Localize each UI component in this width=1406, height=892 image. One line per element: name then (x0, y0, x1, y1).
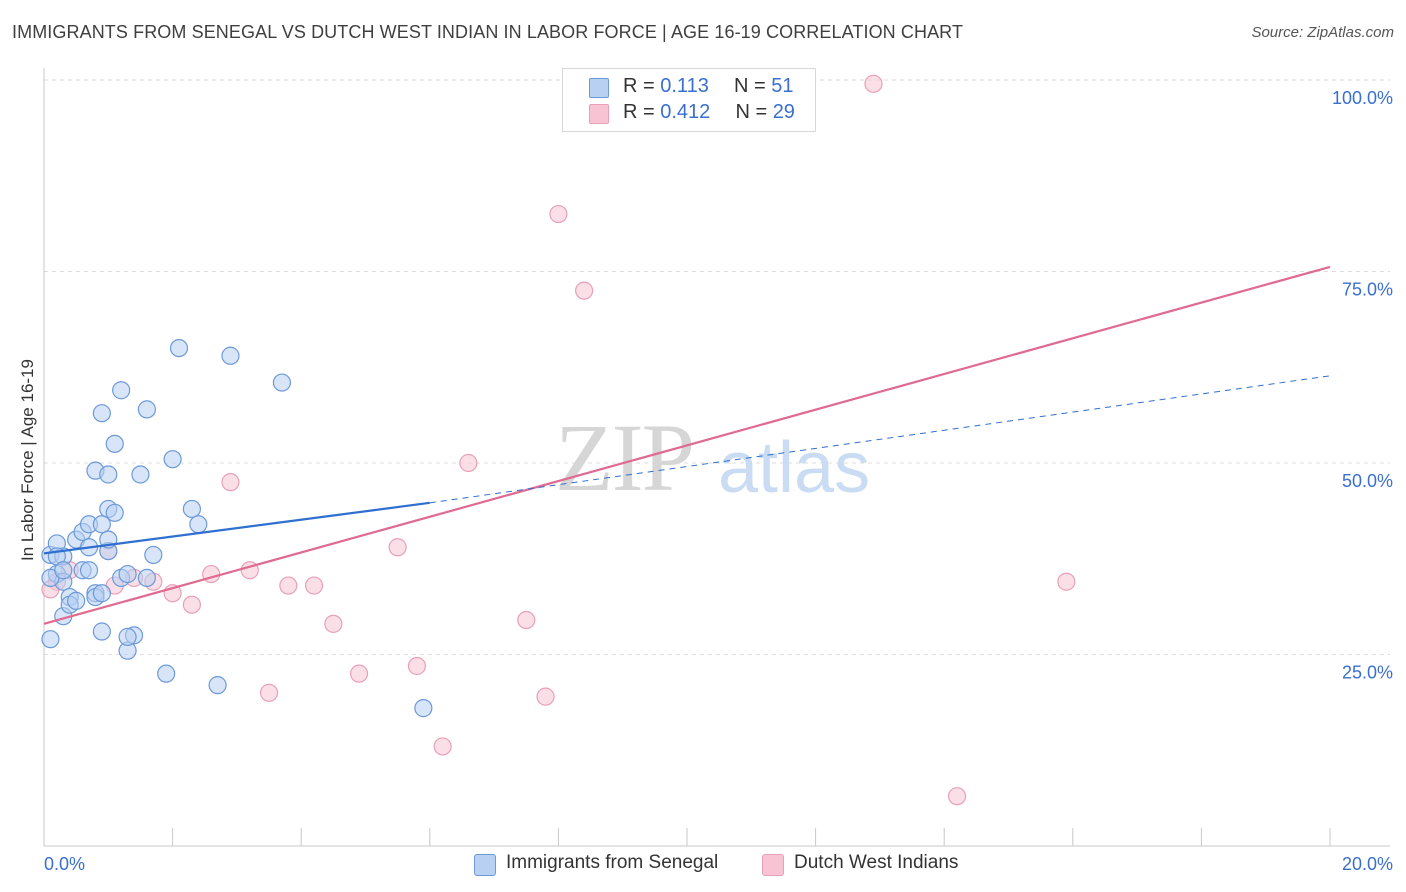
data-point-dutch-west-indians (259, 683, 279, 702)
watermark: ZIP atlas (555, 404, 870, 511)
data-point-senegal (79, 561, 99, 580)
data-point-senegal (92, 584, 111, 603)
data-point-senegal (67, 591, 86, 610)
watermark-zip: ZIP (555, 404, 693, 511)
data-point-dutch-west-indians (1057, 572, 1076, 591)
legend-r-value-senegal: 0.113 (660, 75, 709, 97)
data-point-senegal (92, 622, 111, 641)
data-point-senegal (41, 630, 60, 649)
trend-line-dutch-west-indians (43, 265, 1331, 625)
data-point-dutch-west-indians (221, 473, 240, 492)
grid-layer (44, 79, 1390, 655)
data-point-dutch-west-indians (864, 74, 883, 93)
data-point-senegal (169, 339, 189, 358)
data-point-dutch-west-indians (433, 737, 452, 756)
legend-r-label: R = (623, 101, 661, 123)
tick-labels: 25.0% 50.0% 75.0% 100.0% 0.0% 20.0% (44, 88, 1393, 874)
legend-n-value-senegal: 51 (771, 75, 794, 97)
data-point-dutch-west-indians (575, 281, 594, 300)
data-point-dutch-west-indians (304, 576, 324, 595)
data-point-senegal (99, 465, 118, 484)
data-point-dutch-west-indians (517, 610, 536, 630)
data-point-senegal (118, 627, 137, 646)
legend-swatch-senegal (589, 78, 609, 98)
data-point-dutch-west-indians (549, 204, 568, 224)
data-point-dutch-west-indians (279, 576, 298, 595)
data-point-dutch-west-indians (407, 656, 427, 676)
bottom-legend-swatch-dutch-west-indians (762, 854, 784, 876)
bottom-legend-label-dutch-west-indians: Dutch West Indians (794, 852, 959, 873)
data-point-senegal (92, 404, 111, 423)
data-point-dutch-west-indians (324, 614, 343, 633)
y-tick-label: 25.0% (1342, 663, 1393, 683)
data-point-senegal (92, 515, 111, 534)
data-point-senegal (118, 564, 137, 584)
x-tick-label: 0.0% (44, 854, 85, 874)
data-point-senegal (221, 346, 240, 365)
legend-n-value-dutch-west-indians: 29 (772, 101, 795, 123)
y-tick-label: 75.0% (1342, 280, 1393, 300)
trend-line-senegal (43, 501, 430, 555)
data-point-senegal (208, 676, 227, 695)
x-tick-label: 20.0% (1342, 854, 1393, 874)
source-label: Source: ZipAtlas.com (1251, 24, 1394, 41)
data-point-dutch-west-indians (459, 453, 478, 473)
data-point-dutch-west-indians (388, 538, 407, 557)
trend-lines (43, 265, 1331, 625)
legend-n-label: N = (735, 101, 773, 123)
data-point-senegal (144, 545, 163, 565)
bottom-legend-label-senegal: Immigrants from Senegal (506, 852, 719, 873)
y-axis-label: In Labor Force | Age 16-19 (18, 359, 37, 561)
bottom-legend-swatch-senegal (474, 854, 496, 876)
axis-layer (43, 68, 1390, 847)
data-point-senegal (137, 568, 156, 588)
correlation-legend: R = 0.113 N = 51 R = 0.412 N = 29 (562, 68, 816, 132)
data-point-senegal (157, 664, 176, 683)
y-tick-label: 100.0% (1332, 88, 1393, 108)
data-point-senegal (54, 561, 73, 580)
data-point-senegal (105, 434, 124, 453)
trend-line-senegal-extrapolated (429, 375, 1331, 504)
legend-n-label: N = (733, 75, 772, 97)
legend-r-label: R = (623, 75, 661, 97)
data-point-senegal (112, 381, 131, 400)
data-point-senegal (189, 515, 208, 534)
data-point-senegal (414, 699, 433, 718)
data-point-dutch-west-indians (536, 687, 555, 706)
data-point-dutch-west-indians (182, 595, 201, 614)
data-point-dutch-west-indians (349, 664, 369, 683)
data-point-senegal (163, 450, 182, 469)
data-point-senegal (131, 465, 150, 484)
data-point-senegal (105, 503, 124, 522)
watermark-atlas: atlas (718, 428, 870, 508)
series-senegal-points (41, 339, 433, 718)
data-point-senegal (182, 499, 201, 519)
legend-r-value-dutch-west-indians: 0.412 (660, 101, 711, 123)
data-point-senegal (137, 400, 156, 419)
legend-swatch-dutch-west-indians (589, 104, 609, 124)
y-tick-label: 50.0% (1342, 471, 1393, 491)
data-point-dutch-west-indians (947, 787, 967, 806)
data-point-senegal (272, 373, 292, 392)
chart-title: IMMIGRANTS FROM SENEGAL VS DUTCH WEST IN… (12, 22, 964, 42)
